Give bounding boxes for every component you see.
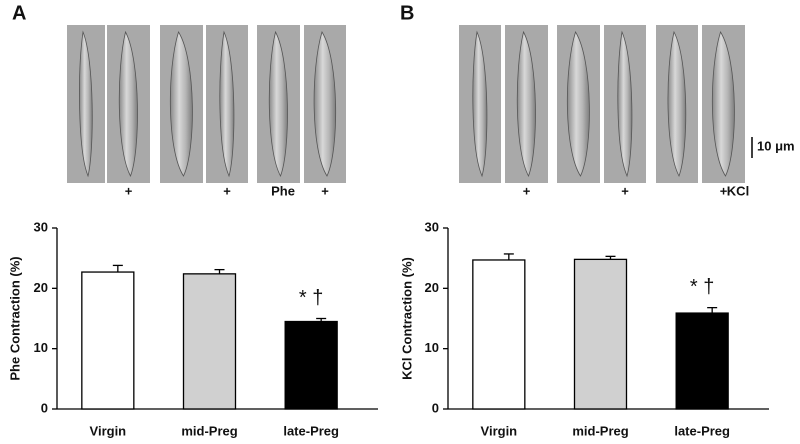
y-tick-label: 10: [34, 340, 48, 355]
y-tick-label: 30: [425, 219, 439, 234]
treatment-label: Phe: [271, 183, 295, 198]
y-tick-label: 0: [41, 400, 48, 415]
cell-shape: [711, 31, 735, 177]
treatment-mark: +: [223, 183, 231, 198]
cell-shape: [313, 31, 337, 177]
cell-shape: [566, 31, 590, 177]
y-tick-label: 30: [34, 219, 48, 234]
bar: [284, 320, 338, 410]
treatment-mark: +: [720, 183, 728, 198]
cell-shape: [516, 30, 536, 177]
panel-label: B: [400, 2, 414, 24]
significance-annotation: * †: [299, 287, 323, 309]
cell-shape: [219, 30, 235, 178]
cell-shape: [667, 30, 687, 177]
x-tick-label: mid-Preg: [181, 423, 237, 438]
y-axis-label: KCl Contraction (%): [399, 257, 414, 380]
bar: [472, 259, 526, 410]
y-axis-label: Phe Contraction (%): [7, 256, 22, 380]
x-tick-label: Virgin: [481, 423, 518, 438]
x-tick-label: Virgin: [90, 423, 127, 438]
cell-shape: [268, 30, 288, 177]
cell-shape: [472, 30, 488, 178]
cell-shape: [169, 31, 193, 177]
bar: [81, 271, 135, 410]
treatment-mark: +: [621, 183, 629, 198]
treatment-mark: +: [523, 183, 531, 198]
cell-shape: [617, 30, 633, 178]
treatment-mark: +: [321, 183, 329, 198]
cell-shape: [79, 30, 93, 178]
treatment-mark: +: [125, 183, 133, 198]
y-tick-label: 20: [34, 280, 48, 295]
panel-label: A: [12, 2, 26, 24]
bar: [675, 312, 729, 410]
scale-bar-label: 10 μm: [757, 138, 795, 153]
y-tick-label: 10: [425, 340, 439, 355]
cell-shape: [118, 30, 138, 177]
y-tick-label: 0: [432, 400, 439, 415]
y-tick-label: 20: [425, 280, 439, 295]
x-tick-label: mid-Preg: [572, 423, 628, 438]
bar: [573, 258, 628, 410]
bar: [182, 273, 237, 410]
x-tick-label: late-Preg: [283, 423, 339, 438]
treatment-label: KCl: [727, 183, 749, 198]
x-tick-label: late-Preg: [674, 423, 730, 438]
significance-annotation: * †: [690, 276, 714, 298]
